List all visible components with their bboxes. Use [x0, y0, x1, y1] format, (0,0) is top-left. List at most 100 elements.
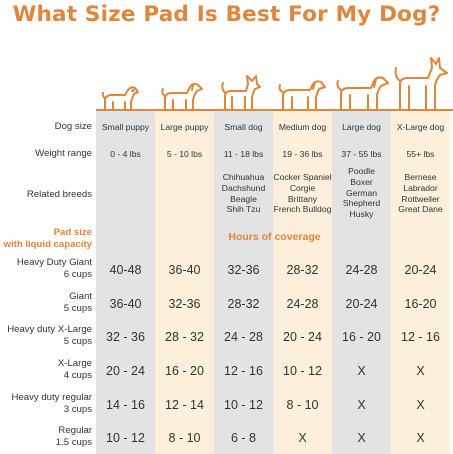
column-bg-small-puppy — [96, 110, 155, 454]
hours-cell: 8 - 10 — [286, 398, 319, 412]
hours-cell: 20 - 24 — [106, 364, 145, 378]
pad-name: Regular — [58, 425, 92, 436]
column-bg-medium-dog — [273, 110, 332, 454]
breed-name: Boxer — [350, 176, 373, 187]
hours-cell: X — [416, 398, 425, 412]
hours-of-coverage-header: Hours of coverage — [228, 231, 321, 243]
pad-size-header-line2: with liquid capacity — [3, 239, 93, 250]
breed-name: Labrador — [403, 182, 438, 193]
hours-cell: 16-20 — [404, 297, 437, 311]
breed-name: Dachshund — [221, 182, 266, 193]
page-title: What Size Pad Is Best For My Dog? — [12, 2, 441, 27]
dog-size-cell: Large puppy — [160, 122, 209, 132]
weight-range-cell: 19 - 36 lbs — [282, 149, 323, 159]
breed-name: French Bulldog — [273, 204, 332, 215]
pad-size-label: Regular 1.5 cups — [0, 425, 92, 449]
hours-cell: 12 - 14 — [165, 398, 204, 412]
breed-name: Rottweiler — [401, 193, 440, 204]
breed-name: Bernese — [404, 172, 437, 182]
weight-range-label: Weight range — [35, 148, 92, 159]
pad-name: Heavy duty regular — [11, 392, 92, 403]
pad-name: X-Large — [57, 358, 92, 369]
weight-range-cell: 55+ lbs — [406, 149, 435, 159]
breed-name: Chihuahua — [222, 172, 265, 182]
dog-silhouette-icon — [334, 76, 390, 110]
hours-cell: 24-28 — [345, 263, 378, 277]
hours-cell: 14 - 16 — [106, 398, 145, 412]
weight-range-cell: 11 - 18 lbs — [223, 149, 264, 159]
hours-cell: 32-36 — [227, 263, 260, 277]
breed-name: Beagle — [230, 193, 257, 204]
hours-cell: 8 - 10 — [168, 431, 201, 445]
hours-cell: 20-24 — [345, 297, 378, 311]
pad-size-label: Heavy Duty Giant 6 cups — [0, 257, 92, 281]
pad-size-header: Pad size with liquid capacity — [0, 227, 93, 251]
dog-size-cell: Medium dog — [278, 122, 327, 132]
hours-cell: 24-28 — [286, 297, 319, 311]
breed-name: Husky — [349, 209, 374, 220]
pad-capacity: 1.5 cups — [55, 437, 92, 448]
hours-cell: 36-40 — [168, 263, 201, 277]
breed-name: Cocker Spaniel — [273, 172, 332, 182]
pad-name: Heavy duty X-Large — [7, 324, 92, 335]
pad-size-label: Giant 5 cups — [0, 291, 92, 315]
weight-range-cell: 5 - 10 lbs — [166, 149, 203, 159]
hours-cell: 28-32 — [227, 297, 260, 311]
hours-cell: 20 - 24 — [283, 330, 322, 344]
hours-cell: X — [416, 431, 425, 445]
dog-size-cell: Large dog — [342, 122, 381, 132]
hours-cell: X — [357, 398, 366, 412]
hours-cell: 28-32 — [286, 263, 319, 277]
breed-name: Great Dane — [398, 204, 443, 215]
breed-name: Shih Tzu — [226, 204, 261, 215]
breed-name: Corgie — [289, 182, 316, 193]
dog-size-cell: X-Large dog — [396, 122, 445, 132]
pad-capacity: 5 cups — [63, 336, 92, 347]
dog-size-cell: Small dog — [224, 122, 263, 132]
hours-cell: 28 - 32 — [165, 330, 204, 344]
pad-size-label: X-Large 4 cups — [0, 358, 92, 382]
dog-silhouette-icon — [101, 84, 141, 110]
weight-range-cell: 37 - 55 lbs — [341, 149, 382, 159]
pad-name: Heavy Duty Giant — [16, 257, 92, 268]
hours-cell: 10 - 12 — [106, 431, 145, 445]
pad-name: Giant — [69, 291, 92, 302]
hours-cell: 16 - 20 — [342, 330, 381, 344]
column-bg-xlarge-dog — [391, 110, 450, 454]
hours-cell: X — [357, 431, 366, 445]
column-bg-large-dog — [332, 110, 391, 454]
hours-cell: X — [357, 364, 366, 378]
hours-cell: 12 - 16 — [224, 364, 263, 378]
hours-cell: 16 - 20 — [165, 364, 204, 378]
hours-cell: 10 - 12 — [283, 364, 322, 378]
pad-size-label: Heavy duty regular 3 cups — [0, 392, 92, 416]
breed-name: German — [345, 187, 378, 198]
pad-capacity: 4 cups — [63, 370, 92, 381]
dog-silhouette-icon — [220, 74, 262, 110]
dog-silhouette-icon — [277, 80, 327, 110]
pad-capacity: 3 cups — [63, 404, 92, 415]
dog-silhouette-icon — [392, 56, 450, 110]
dog-size-cell: Small puppy — [101, 122, 150, 132]
hours-cell: 36-40 — [109, 297, 142, 311]
weight-range-cell: 0 - 4 lbs — [110, 149, 141, 159]
pad-size-label: Heavy duty X-Large 5 cups — [0, 324, 92, 348]
dog-size-label: Dog size — [54, 121, 92, 132]
related-breeds-label: Related breeds — [26, 189, 92, 200]
hours-cell: X — [298, 431, 307, 445]
hours-cell: 6 - 8 — [230, 431, 256, 445]
hours-cell: 24 - 28 — [224, 330, 263, 344]
hours-cell: 32 - 36 — [106, 330, 145, 344]
pad-capacity: 6 cups — [63, 269, 92, 280]
hours-cell: 12 - 16 — [401, 330, 440, 344]
hours-cell: X — [416, 364, 425, 378]
hours-cell: 10 - 12 — [224, 398, 263, 412]
breed-name: Poodle — [348, 166, 375, 176]
hours-cell: 20-24 — [404, 263, 437, 277]
column-bg-small-dog — [214, 110, 273, 454]
hours-cell: 40-48 — [109, 263, 142, 277]
breed-name: Shepherd — [342, 198, 381, 209]
pad-size-header-line1: Pad size — [53, 227, 92, 238]
hours-cell: 32-36 — [168, 297, 201, 311]
baseline-divider — [96, 109, 453, 111]
